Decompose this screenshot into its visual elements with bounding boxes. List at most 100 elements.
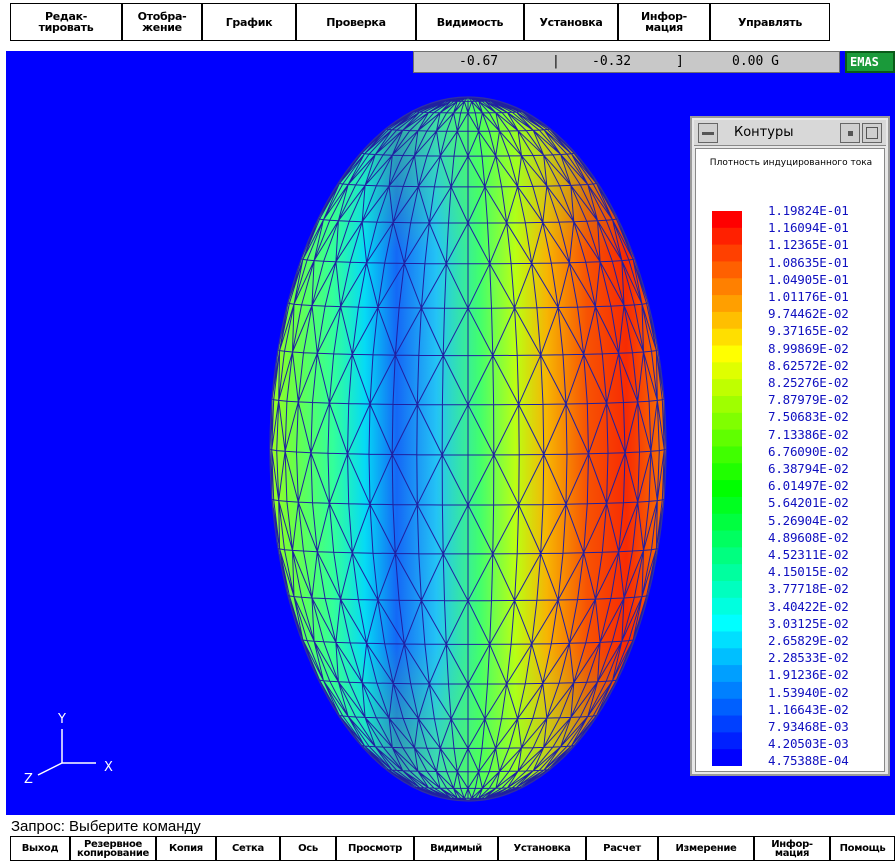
color-scale-swatch [712,295,742,313]
coord-z: 0.00 G [732,54,779,69]
legend-value: 1.12365E-01 [768,237,849,253]
color-scale-swatch [712,429,742,448]
app-badge: EMAS [845,51,895,73]
color-scale-swatch [712,362,742,380]
color-scale-swatch [712,648,742,666]
menu-visibility-button[interactable]: Видимость [416,3,524,41]
minimize-icon[interactable] [840,123,860,143]
top-menu: Редак- тировать Отобра- жение График Про… [0,0,895,45]
legend-value: 3.03125E-02 [768,615,849,631]
color-scale-swatch [712,345,742,363]
bottom-settings-button[interactable]: Установка [498,836,586,861]
bottom-help-button[interactable]: Помощь [830,836,895,861]
color-scale-swatch [712,278,742,296]
color-scale-swatch [712,227,742,246]
legend-heading: Плотность индуцированного тока [709,158,873,168]
menu-edit-button[interactable]: Редак- тировать [10,3,122,41]
legend-value: 1.53940E-02 [768,684,849,700]
maximize-icon[interactable] [862,123,882,143]
color-scale-swatch [712,379,742,397]
bottom-visible-button[interactable]: Видимый [414,836,498,861]
bottom-view-button[interactable]: Просмотр [336,836,414,861]
bottom-axis-button[interactable]: Ось [280,836,336,861]
legend-value: 4.52311E-02 [768,547,849,562]
bottom-menu: Выход Резервное копирование Копия Сетка … [0,836,895,861]
color-scale-swatch [712,614,742,633]
color-scale-swatch [712,597,742,616]
color-scale-swatch [712,328,742,347]
color-scale-swatch [712,496,742,515]
color-scale-swatch [712,480,742,498]
axis-z-label: Z [24,772,33,787]
legend-value: 8.62572E-02 [768,357,849,373]
legend-value: 1.16094E-01 [768,220,849,236]
axis-y-label: Y [57,712,66,727]
color-scale-swatch [712,665,742,683]
legend-value: 4.15015E-02 [768,564,849,580]
legend-value: 8.25276E-02 [768,375,849,390]
legend-value: 1.01176E-01 [768,289,849,304]
legend-value: 4.89608E-02 [768,529,849,545]
legend-value: 1.91236E-02 [768,667,849,683]
color-scale-bar [712,211,742,766]
legend-value: 1.08635E-01 [768,254,849,270]
legend-value: 7.13386E-02 [768,426,849,442]
legend-value: 1.19824E-01 [768,203,849,218]
color-scale-swatch [712,631,742,649]
color-scale-swatch [712,698,742,717]
coord-x: -0.67 [459,54,499,69]
legend-value: 6.76090E-02 [768,443,849,459]
coord-separator: | [552,54,560,69]
bottom-calc-button[interactable]: Расчет [586,836,658,861]
legend-value: 1.04905E-01 [768,271,849,287]
mesh-wireframe [270,97,666,801]
command-prompt: Запрос: Выберите команду [0,817,895,836]
color-scale-swatch [712,446,742,464]
bottom-backup-button[interactable]: Резервное копирование [70,836,156,861]
legend-value: 9.74462E-02 [768,306,849,322]
color-scale-swatch [712,715,742,733]
mesh-model: Y X Z [24,96,667,802]
color-scale-swatch [712,211,742,229]
legend-value: 1.16643E-02 [768,701,849,717]
color-scale-swatch [712,412,742,431]
legend-value: 5.64201E-02 [768,495,849,511]
legend-value: 8.99869E-02 [768,340,849,356]
color-scale-swatch [712,530,742,548]
coord-y: -0.32 [592,54,632,69]
contour-titlebar[interactable]: Контуры [694,120,886,146]
menu-manage-button[interactable]: Управлять [710,3,830,41]
legend-value: 7.93468E-03 [768,719,849,734]
menu-display-button[interactable]: Отобра- жение [122,3,202,41]
color-scale-swatch [712,513,742,532]
legend-value: 7.50683E-02 [768,409,849,425]
color-scale-swatch [712,261,742,279]
color-scale-swatch [712,463,742,481]
bottom-measure-button[interactable]: Измерение [658,836,754,861]
menu-info-button[interactable]: Инфор- мация [618,3,710,41]
axis-x-label: X [104,760,113,775]
menu-graph-button[interactable]: График [202,3,296,41]
coordinate-readout: -0.67 | -0.32 ] 0.00 G [413,51,840,73]
bottom-copy-button[interactable]: Копия [156,836,216,861]
coord-separator: ] [676,54,684,69]
color-scale-swatch [712,564,742,582]
color-scale-swatch [712,681,742,700]
legend-value: 6.01497E-02 [768,478,849,494]
axis-triad [37,729,96,776]
legend-value: 5.26904E-02 [768,512,849,528]
color-scale-swatch [712,244,742,263]
bottom-mesh-button[interactable]: Сетка [216,836,280,861]
legend-value: 2.65829E-02 [768,633,849,648]
contour-window-title: Контуры [734,125,794,140]
menu-check-button[interactable]: Проверка [296,3,416,41]
color-scale-swatch [712,749,742,766]
legend-value: 3.77718E-02 [768,581,849,597]
window-menu-icon[interactable] [698,123,718,143]
menu-settings-button[interactable]: Установка [524,3,618,41]
bottom-info-button[interactable]: Инфор- мация [754,836,830,861]
legend-value: 4.20503E-03 [768,736,849,752]
contour-window: Контуры Плотность индуцированного тока 1… [690,116,890,776]
color-scale-swatch [712,732,742,750]
bottom-exit-button[interactable]: Выход [10,836,70,861]
